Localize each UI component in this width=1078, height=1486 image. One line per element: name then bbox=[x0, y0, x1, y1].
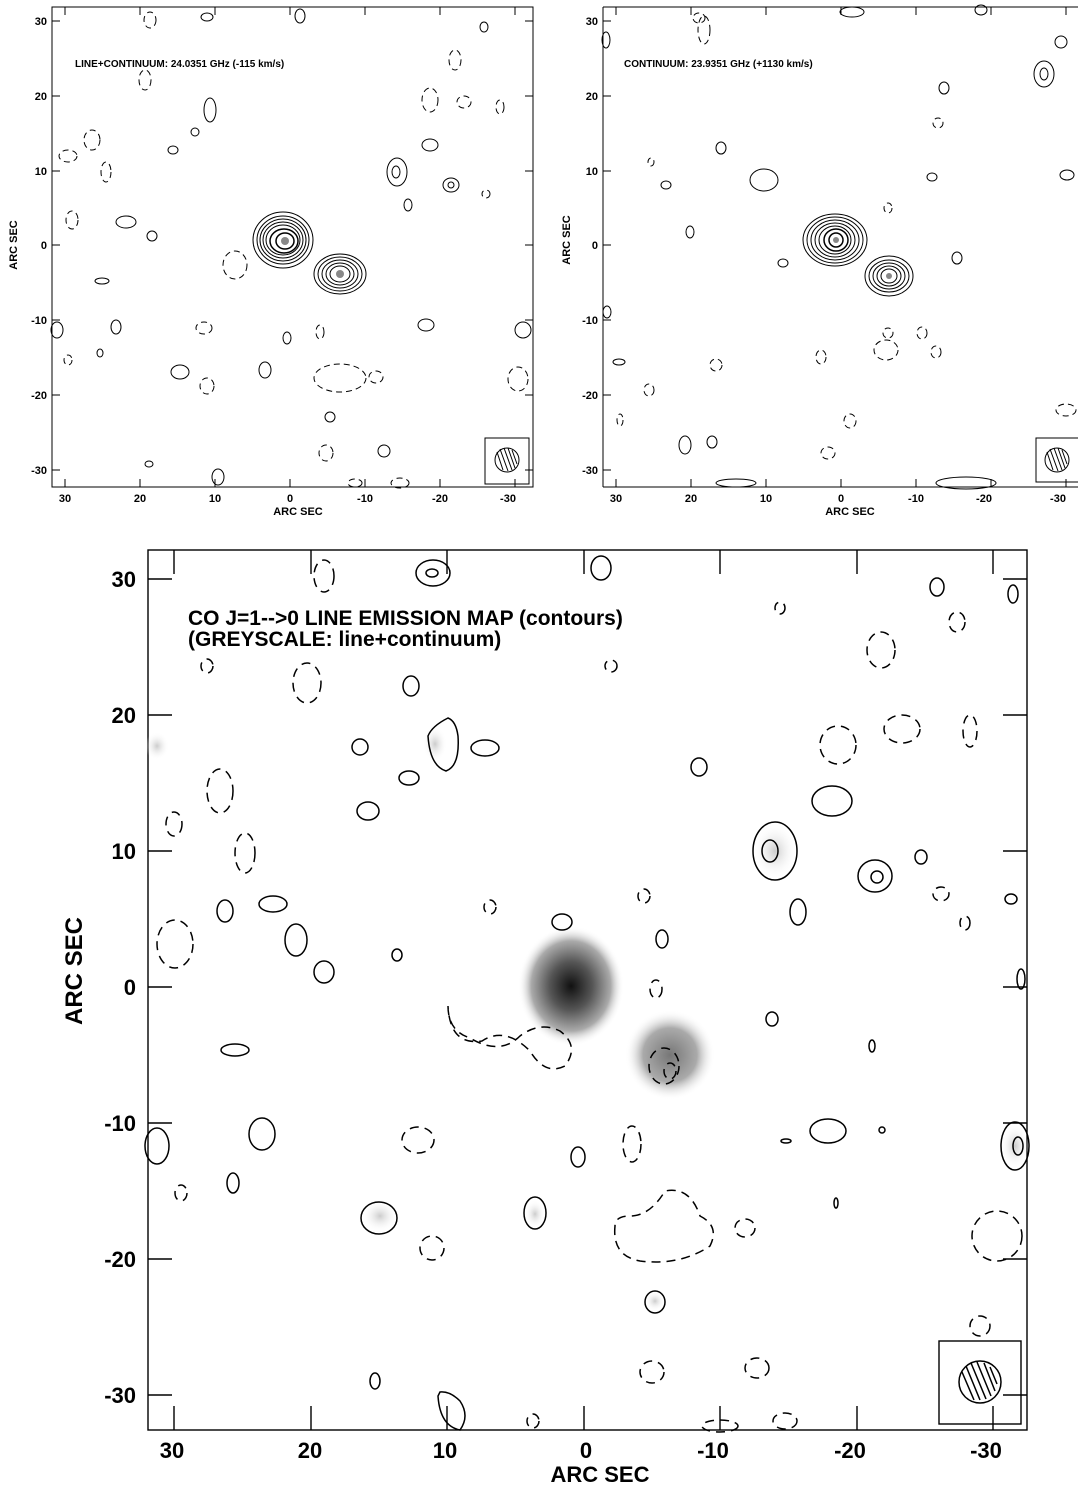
noise-contours bbox=[50, 8, 532, 489]
x-axis-label: ARC SEC bbox=[273, 506, 323, 518]
x-tick-label: -10 bbox=[697, 1438, 729, 1463]
x-tick-label: -20 bbox=[834, 1438, 866, 1463]
x-tick-label: 20 bbox=[298, 1438, 322, 1463]
noise-contours bbox=[601, 4, 1077, 490]
y-tick-label: 10 bbox=[35, 166, 47, 178]
x-tick-label: 30 bbox=[160, 1438, 184, 1463]
panel-bottom: 30 20 10 0 -10 -20 -30 ARC SEC 30 20 10 … bbox=[61, 549, 1030, 1486]
source-main bbox=[252, 211, 314, 269]
plot-frame bbox=[51, 6, 534, 488]
beam-box bbox=[938, 1340, 1022, 1425]
y-tick-label: 0 bbox=[592, 240, 598, 252]
x-tick-label: 0 bbox=[838, 493, 844, 505]
plot-frame bbox=[147, 549, 1028, 1431]
y-tick-label: 10 bbox=[112, 839, 136, 864]
y-tick-label: -30 bbox=[582, 465, 598, 477]
map-title: CO J=1-->0 LINE EMISSION MAP (contours) bbox=[188, 607, 623, 630]
x-tick-label: 10 bbox=[433, 1438, 457, 1463]
y-tick-label: 20 bbox=[586, 91, 598, 103]
y-tick-label: -20 bbox=[104, 1247, 136, 1272]
map-subtitle: (GREYSCALE: line+continuum) bbox=[188, 628, 501, 651]
panel-top-left: 30 20 10 0 -10 -20 -30 ARC SEC 30 20 10 … bbox=[8, 6, 534, 518]
panel-label: LINE+CONTINUUM: 24.0351 GHz (-115 km/s) bbox=[75, 59, 284, 70]
x-tick-label: 30 bbox=[610, 493, 622, 505]
x-tick-label: 30 bbox=[59, 493, 71, 505]
x-tick-label: -30 bbox=[970, 1438, 1002, 1463]
y-axis-label: ARC SEC bbox=[61, 917, 88, 1025]
y-axis-label: ARC SEC bbox=[561, 215, 573, 265]
panel-top-right: 30 20 10 0 -10 -20 -30 ARC SEC 30 20 10 … bbox=[561, 4, 1078, 518]
x-tick-label: 10 bbox=[760, 493, 772, 505]
x-tick-label: -20 bbox=[976, 493, 992, 505]
x-tick-label: -10 bbox=[908, 493, 924, 505]
x-tick-label: -30 bbox=[1050, 493, 1066, 505]
x-tick-label: -10 bbox=[357, 493, 373, 505]
x-tick-label: -20 bbox=[432, 493, 448, 505]
y-tick-label: 0 bbox=[41, 240, 47, 252]
source-main bbox=[802, 213, 868, 267]
x-tick-label: 0 bbox=[287, 493, 293, 505]
y-axis: 30 20 10 0 -10 -20 -30 ARC SEC bbox=[61, 567, 1027, 1408]
y-tick-label: -30 bbox=[104, 1383, 136, 1408]
x-axis: 30 20 10 0 -10 -20 -30 ARC SEC bbox=[160, 550, 1002, 1486]
y-tick-label: -10 bbox=[582, 315, 598, 327]
x-tick-label: -30 bbox=[500, 493, 516, 505]
y-tick-label: 30 bbox=[586, 16, 598, 28]
y-tick-label: 0 bbox=[124, 975, 136, 1000]
greyscale-sources bbox=[145, 726, 1029, 1311]
beam-box bbox=[1035, 437, 1078, 483]
x-axis-label: ARC SEC bbox=[825, 506, 875, 518]
line-contours bbox=[144, 555, 1030, 1433]
y-tick-label: 30 bbox=[35, 16, 47, 28]
x-tick-label: 10 bbox=[209, 493, 221, 505]
y-tick-label: 10 bbox=[586, 166, 598, 178]
y-tick-label: 20 bbox=[112, 703, 136, 728]
y-axis: 30 20 10 0 -10 -20 -30 ARC SEC bbox=[561, 16, 611, 477]
y-tick-label: 30 bbox=[112, 567, 136, 592]
y-tick-label: -30 bbox=[31, 465, 47, 477]
y-axis-label: ARC SEC bbox=[8, 220, 20, 270]
y-tick-label: -10 bbox=[31, 315, 47, 327]
y-axis: 30 20 10 0 -10 -20 -30 ARC SEC bbox=[8, 16, 533, 477]
panel-label: CONTINUUM: 23.9351 GHz (+1130 km/s) bbox=[624, 59, 813, 70]
x-tick-label: 20 bbox=[685, 493, 697, 505]
source-secondary bbox=[313, 253, 367, 295]
source-secondary bbox=[864, 255, 914, 297]
x-axis: 30 20 10 0 -10 -20 -30 ARC SEC bbox=[59, 7, 516, 518]
x-tick-label: 0 bbox=[580, 1438, 592, 1463]
x-tick-label: 20 bbox=[134, 493, 146, 505]
x-axis-label: ARC SEC bbox=[550, 1462, 649, 1486]
x-axis: 30 20 10 0 -10 -20 -30 ARC SEC bbox=[610, 7, 1067, 518]
beam-box bbox=[484, 437, 530, 485]
y-tick-label: 20 bbox=[35, 91, 47, 103]
y-tick-label: -20 bbox=[31, 390, 47, 402]
y-tick-label: -20 bbox=[582, 390, 598, 402]
y-tick-label: -10 bbox=[104, 1111, 136, 1136]
